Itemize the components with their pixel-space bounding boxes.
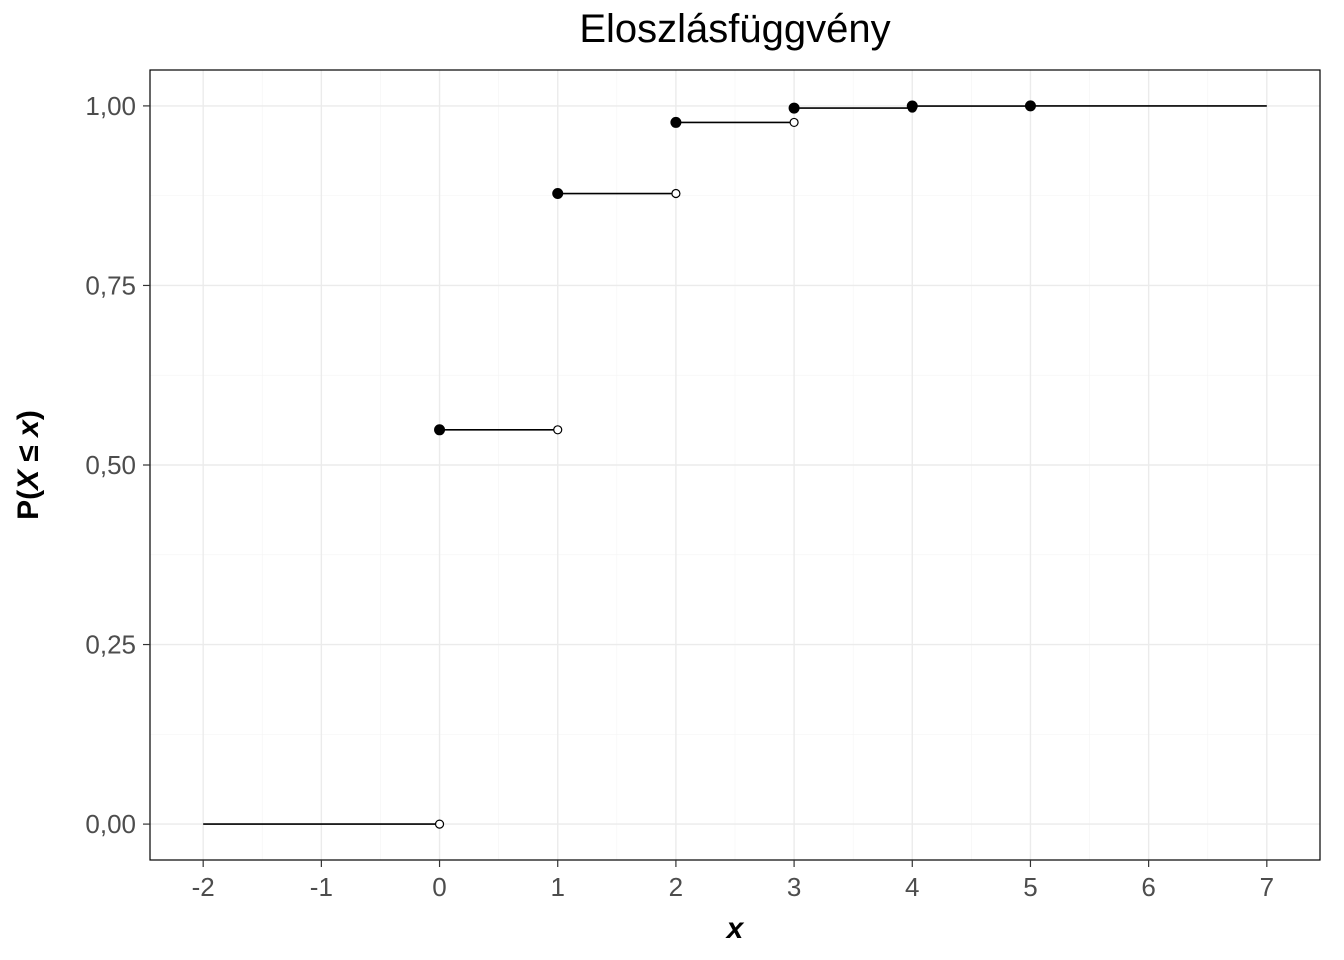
y-axis-ticks: 0,00 0,25 0,50 0,75 1,00 — [85, 91, 150, 839]
chart-svg: Eloszlásfüggvény -2-101234567 0,000,250,… — [0, 0, 1344, 960]
x-axis-ticks: -2 -1 0 1 2 3 4 5 6 7 — [192, 860, 1274, 902]
x-tick-label: 0 — [432, 872, 446, 902]
x-tick-label: 7 — [1260, 872, 1274, 902]
y-tick-label: 0,25 — [85, 630, 136, 660]
closed-point — [435, 425, 445, 435]
x-tick-label: 1 — [550, 872, 564, 902]
x-tick-label: 3 — [787, 872, 801, 902]
cdf-chart: Eloszlásfüggvény -2-101234567 0,000,250,… — [0, 0, 1344, 960]
open-point — [790, 118, 798, 126]
y-tick-label: 0,00 — [85, 809, 136, 839]
x-tick-label: -1 — [310, 872, 333, 902]
closed-point — [553, 189, 563, 199]
x-tick-label: 6 — [1141, 872, 1155, 902]
x-tick-label: -2 — [192, 872, 215, 902]
y-tick-label: 0,75 — [85, 270, 136, 300]
x-tick-label: 4 — [905, 872, 919, 902]
closed-point — [789, 103, 799, 113]
x-tick-label: 2 — [669, 872, 683, 902]
x-axis-label: x — [725, 912, 745, 945]
chart-title: Eloszlásfüggvény — [579, 7, 890, 51]
y-tick-label: 0,50 — [85, 450, 136, 480]
open-point — [672, 190, 680, 198]
open-point — [554, 426, 562, 434]
open-point — [436, 820, 444, 828]
closed-point — [1025, 101, 1035, 111]
svg-text:P(X ≤ x): P(X ≤ x) — [12, 410, 45, 520]
closed-point — [907, 101, 917, 111]
y-axis-label: P(X ≤ x) — [12, 410, 45, 520]
closed-point — [671, 117, 681, 127]
y-tick-label: 1,00 — [85, 91, 136, 121]
x-tick-label: 5 — [1023, 872, 1037, 902]
